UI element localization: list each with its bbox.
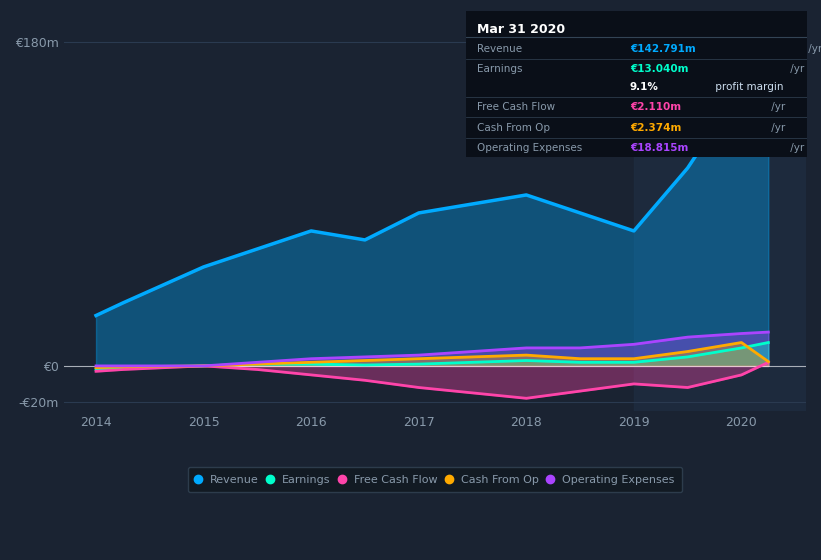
Text: Mar 31 2020: Mar 31 2020 <box>476 23 565 36</box>
Text: Cash From Op: Cash From Op <box>476 123 549 133</box>
Text: profit margin: profit margin <box>712 82 783 92</box>
Text: /yr: /yr <box>787 143 804 153</box>
Text: Earnings: Earnings <box>476 64 522 74</box>
Text: /yr: /yr <box>787 64 804 74</box>
Text: /yr: /yr <box>768 123 785 133</box>
Legend: Revenue, Earnings, Free Cash Flow, Cash From Op, Operating Expenses: Revenue, Earnings, Free Cash Flow, Cash … <box>188 467 682 492</box>
Text: Operating Expenses: Operating Expenses <box>476 143 582 153</box>
Text: €142.791m: €142.791m <box>630 44 695 54</box>
Text: 9.1%: 9.1% <box>630 82 658 92</box>
Text: /yr: /yr <box>805 44 821 54</box>
Text: €2.110m: €2.110m <box>630 102 681 113</box>
Text: /yr: /yr <box>768 102 785 113</box>
Text: €13.040m: €13.040m <box>630 64 688 74</box>
Text: €18.815m: €18.815m <box>630 143 688 153</box>
Text: Revenue: Revenue <box>476 44 521 54</box>
Bar <box>634 15 806 411</box>
Text: Free Cash Flow: Free Cash Flow <box>476 102 555 113</box>
Text: €2.374m: €2.374m <box>630 123 681 133</box>
